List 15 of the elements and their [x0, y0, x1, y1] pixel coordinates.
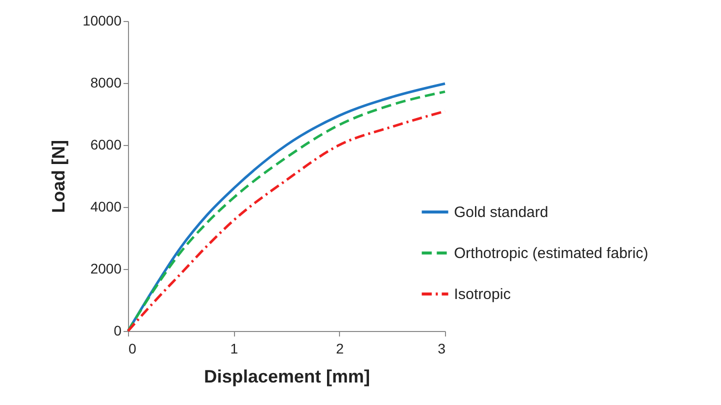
legend-label: Isotropic [454, 286, 512, 303]
y-tick-label: 10000 [82, 12, 122, 28]
legend-label: Orthotropic (estimated fabric) [454, 245, 648, 262]
x-tick-label: 1 [230, 340, 238, 356]
x-tick-label: 2 [336, 340, 344, 356]
x-tick-label: 0 [128, 340, 136, 356]
y-tick-label: 8000 [90, 74, 122, 90]
x-tick-label: 3 [438, 340, 446, 356]
x-axis-title: Displacement [mm] [204, 366, 370, 386]
y-tick-label: 2000 [90, 260, 122, 276]
y-tick-label: 4000 [90, 198, 122, 214]
y-tick-label: 0 [114, 322, 122, 338]
y-tick-label: 6000 [90, 136, 122, 152]
legend-label: Gold standard [454, 204, 548, 221]
y-axis-title: Load [N] [48, 140, 69, 213]
